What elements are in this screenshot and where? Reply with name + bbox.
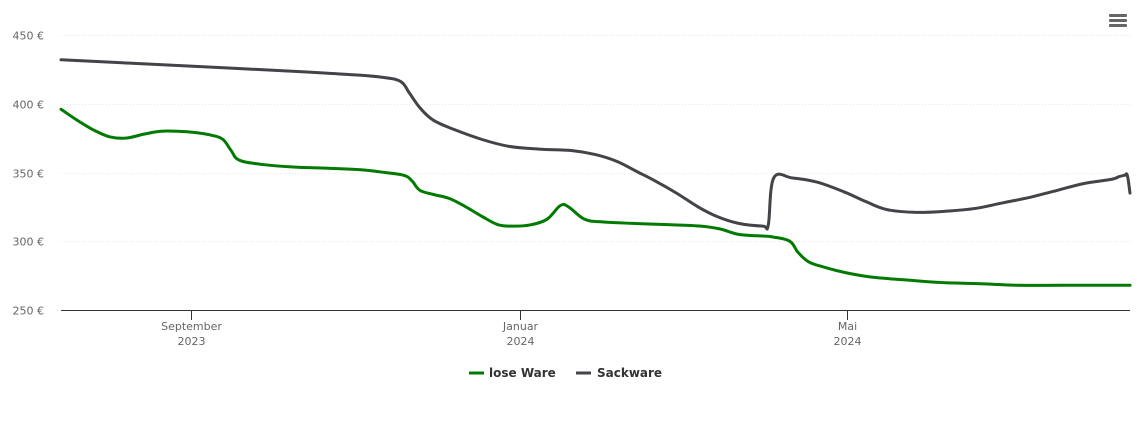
y-tick-label: 350 €: [13, 168, 45, 181]
y-tick-label: 300 €: [13, 236, 45, 249]
series-group: [59, 58, 1132, 287]
x-tick-label: September: [161, 320, 222, 333]
series-line-lose-ware[interactable]: [59, 107, 1132, 287]
legend-label-sackware: Sackware: [597, 366, 662, 380]
y-tick-label: 250 €: [13, 305, 45, 318]
x-axis: September 2023 Januar 2024 Mai 2024: [161, 310, 862, 348]
x-tick-sublabel: 2024: [834, 335, 862, 348]
y-tick-label: 400 €: [13, 99, 45, 112]
x-tick-sublabel: 2024: [507, 335, 535, 348]
y-gridlines: [61, 35, 1130, 242]
x-tick-label: Mai: [838, 320, 857, 333]
y-tick-label: 450 €: [13, 30, 45, 43]
x-tick-sublabel: 2023: [178, 335, 206, 348]
legend-label-lose-ware: lose Ware: [489, 366, 556, 380]
legend-item-sackware[interactable]: Sackware: [576, 366, 662, 380]
y-axis: 250 € 300 € 350 € 400 € 450 €: [13, 30, 45, 318]
series-line-sackware[interactable]: [59, 58, 1132, 231]
legend[interactable]: lose Ware Sackware: [469, 366, 662, 380]
x-tick-label: Januar: [502, 320, 539, 333]
hamburger-menu-icon[interactable]: [1108, 12, 1128, 32]
legend-item-lose-ware[interactable]: lose Ware: [469, 366, 556, 380]
